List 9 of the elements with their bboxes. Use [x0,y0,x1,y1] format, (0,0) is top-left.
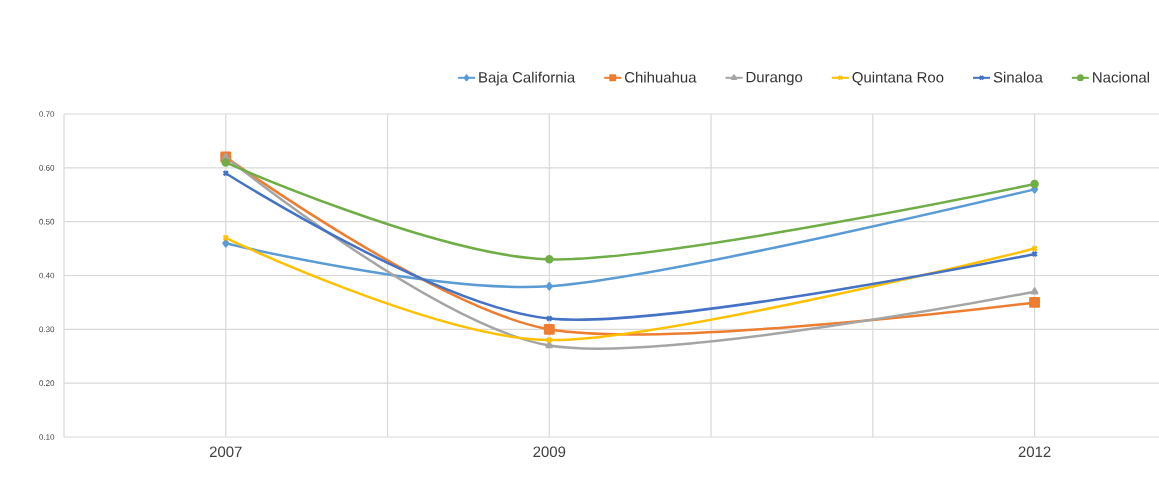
legend-label: Nacional [1093,71,1149,83]
legend-label: Sinaloa [993,71,1043,83]
legend-label: Durango [746,71,803,86]
legend-label: Quintana Roo [852,71,944,86]
x-tick-label: 2012 [1018,446,1051,458]
legend-label: Baja California [479,71,576,86]
x-tick-label: 2009 [533,446,566,458]
legend-label: Chihuahua [624,71,697,83]
x-tick-label: 2007 [209,446,242,458]
